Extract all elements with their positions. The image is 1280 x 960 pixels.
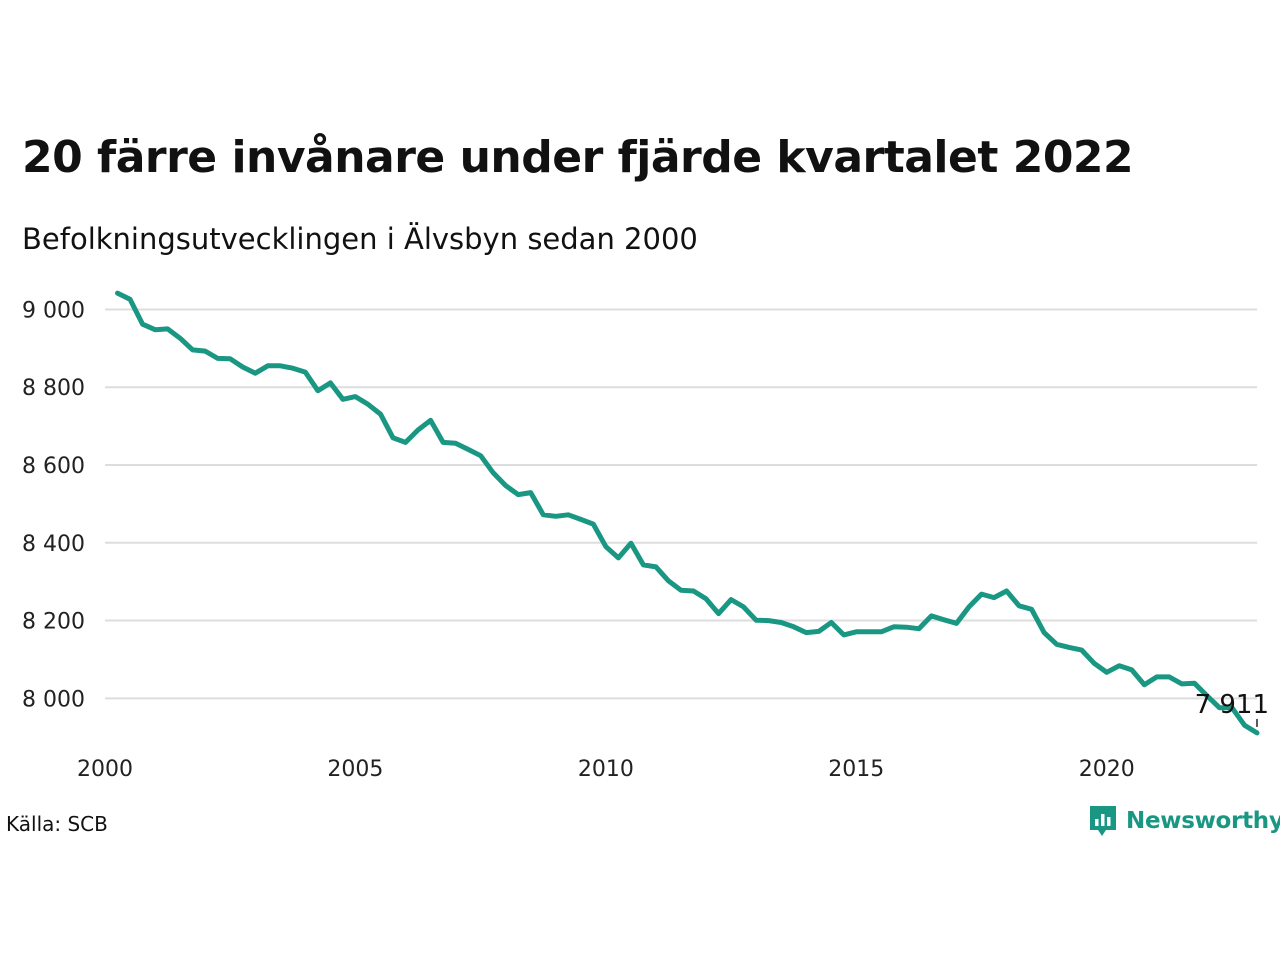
x-tick-label: 2005: [327, 757, 383, 782]
end-value-label: 7 911: [1195, 690, 1269, 720]
series-layer: [115, 290, 1260, 736]
x-tick-label: 2010: [578, 757, 634, 782]
chart-subtitle: Befolkningsutvecklingen i Älvsbyn sedan …: [22, 222, 698, 256]
y-axis-ticks: 8 000 8 200 8 400 8 600 8 800 9 000: [22, 298, 85, 712]
brand-name: Newsworthy: [1126, 808, 1280, 834]
y-tick-label: 9 000: [22, 298, 85, 323]
x-tick-label: 2015: [828, 757, 884, 782]
population-line: [115, 290, 1260, 736]
gridlines: [105, 308, 1257, 700]
x-tick-label: 2000: [77, 757, 133, 782]
y-tick-label: 8 800: [22, 376, 85, 401]
x-axis-ticks: 2000 2005 2010 2015 2020: [77, 757, 1135, 782]
source-note: Källa: SCB: [6, 812, 108, 836]
y-tick-label: 8 000: [22, 687, 85, 712]
brand-logo[interactable]: Newsworthy: [1088, 804, 1280, 838]
end-label-layer: 7 911: [1195, 690, 1269, 727]
chart-title: 20 färre invånare under fjärde kvartalet…: [22, 132, 1134, 183]
y-tick-label: 8 600: [22, 454, 85, 479]
x-tick-label: 2020: [1079, 757, 1135, 782]
newsworthy-logo-icon: [1090, 806, 1116, 836]
y-tick-label: 8 400: [22, 532, 85, 557]
y-tick-label: 8 200: [22, 610, 85, 635]
